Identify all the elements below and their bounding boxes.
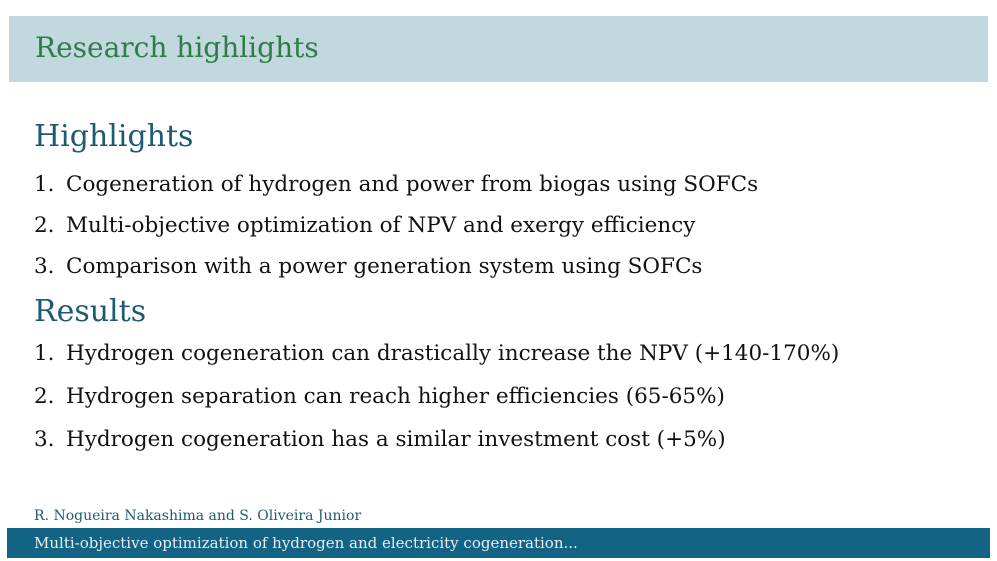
item-number: 2. xyxy=(34,213,55,238)
footer-bar: Multi-objective optimization of hydrogen… xyxy=(7,528,990,558)
item-number: 1. xyxy=(34,172,55,197)
footer-authors: R. Nogueira Nakashima and S. Oliveira Ju… xyxy=(34,508,362,524)
list-item: 1. Cogeneration of hydrogen and power fro… xyxy=(34,167,758,208)
item-number: 1. xyxy=(34,341,55,366)
item-number: 3. xyxy=(34,254,55,279)
list-item: 2. Hydrogen separation can reach higher e… xyxy=(34,379,839,422)
frame-title-bar: Research highlights xyxy=(9,16,988,82)
item-text: Hydrogen cogeneration has a similar inve… xyxy=(66,427,726,452)
list-item: 1. Hydrogen cogeneration can drastically … xyxy=(34,336,839,379)
item-number: 2. xyxy=(34,384,55,409)
highlights-heading: Highlights xyxy=(34,119,194,154)
list-item: 3. Hydrogen cogeneration has a similar in… xyxy=(34,422,839,465)
item-text: Multi-objective optimization of NPV and … xyxy=(66,213,696,238)
list-item: 2. Multi-objective optimization of NPV an… xyxy=(34,208,758,249)
results-heading: Results xyxy=(34,294,147,329)
frame-title: Research highlights xyxy=(35,31,319,64)
results-list: 1. Hydrogen cogeneration can drastically … xyxy=(34,336,839,465)
list-item: 3. Comparison with a power generation sys… xyxy=(34,249,758,290)
item-text: Hydrogen cogeneration can drastically in… xyxy=(66,341,840,366)
item-text: Hydrogen separation can reach higher eff… xyxy=(66,384,725,409)
item-text: Comparison with a power generation syste… xyxy=(66,254,703,279)
item-text: Cogeneration of hydrogen and power from … xyxy=(66,172,759,197)
item-number: 3. xyxy=(34,427,55,452)
highlights-list: 1. Cogeneration of hydrogen and power fro… xyxy=(34,167,758,290)
footer-short-title: Multi-objective optimization of hydrogen… xyxy=(34,534,578,552)
